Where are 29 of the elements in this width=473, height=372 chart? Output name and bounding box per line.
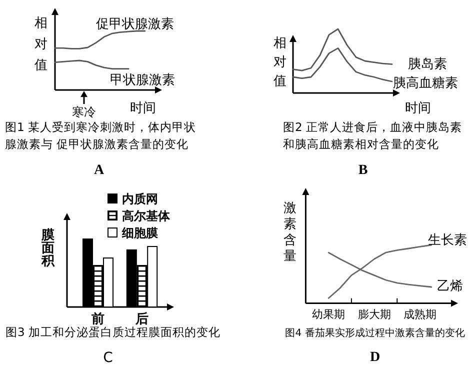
- y-axis-title: 膜面积: [40, 228, 56, 269]
- text: B: [358, 163, 368, 178]
- x-tick-label: 后: [134, 311, 148, 327]
- text: D: [370, 350, 380, 365]
- text: 图1 某人受到寒冷刺激时，体内甲状腺激素与 促甲状腺激素含量的变化: [5, 120, 196, 151]
- series-label: 促甲状腺激素: [96, 17, 174, 32]
- x-axis-title: 时间: [130, 101, 156, 116]
- series-label: 生长素: [428, 233, 467, 248]
- x-tick-label: 膨大期: [358, 308, 391, 321]
- text: A: [94, 163, 105, 178]
- text: 图4 番茄果实形成过程中激素含量的变化: [285, 327, 465, 339]
- series-label: 乙烯: [437, 279, 463, 294]
- text: C: [103, 350, 114, 366]
- x-tick-label: 幼果期: [312, 308, 346, 321]
- legend-label: 内质网: [122, 192, 158, 206]
- legend-label: 细胞膜: [121, 226, 158, 240]
- text: 图2 正常人进食后，血液中胰岛素和胰高血糖素相对含量的变化: [283, 120, 462, 151]
- x-tick-label: 前: [90, 312, 104, 327]
- x-tick-label: 成熟期: [403, 308, 436, 321]
- series-label: 甲状腺激素: [110, 73, 175, 88]
- y-axis-title: 相对值: [274, 36, 286, 89]
- x-axis-title: 时间: [405, 101, 431, 116]
- legend-label: 高尔基体: [122, 209, 171, 223]
- y-axis-title: 相对值: [34, 16, 48, 73]
- series-label: 胰岛素: [408, 57, 447, 72]
- y-axis-title: 激素含量: [284, 201, 296, 264]
- text: 寒冷: [72, 105, 96, 119]
- text: 图3 加工和分泌蛋白质过程膜面积的变化: [6, 325, 220, 339]
- series-label: 胰高血糖素: [393, 75, 458, 91]
